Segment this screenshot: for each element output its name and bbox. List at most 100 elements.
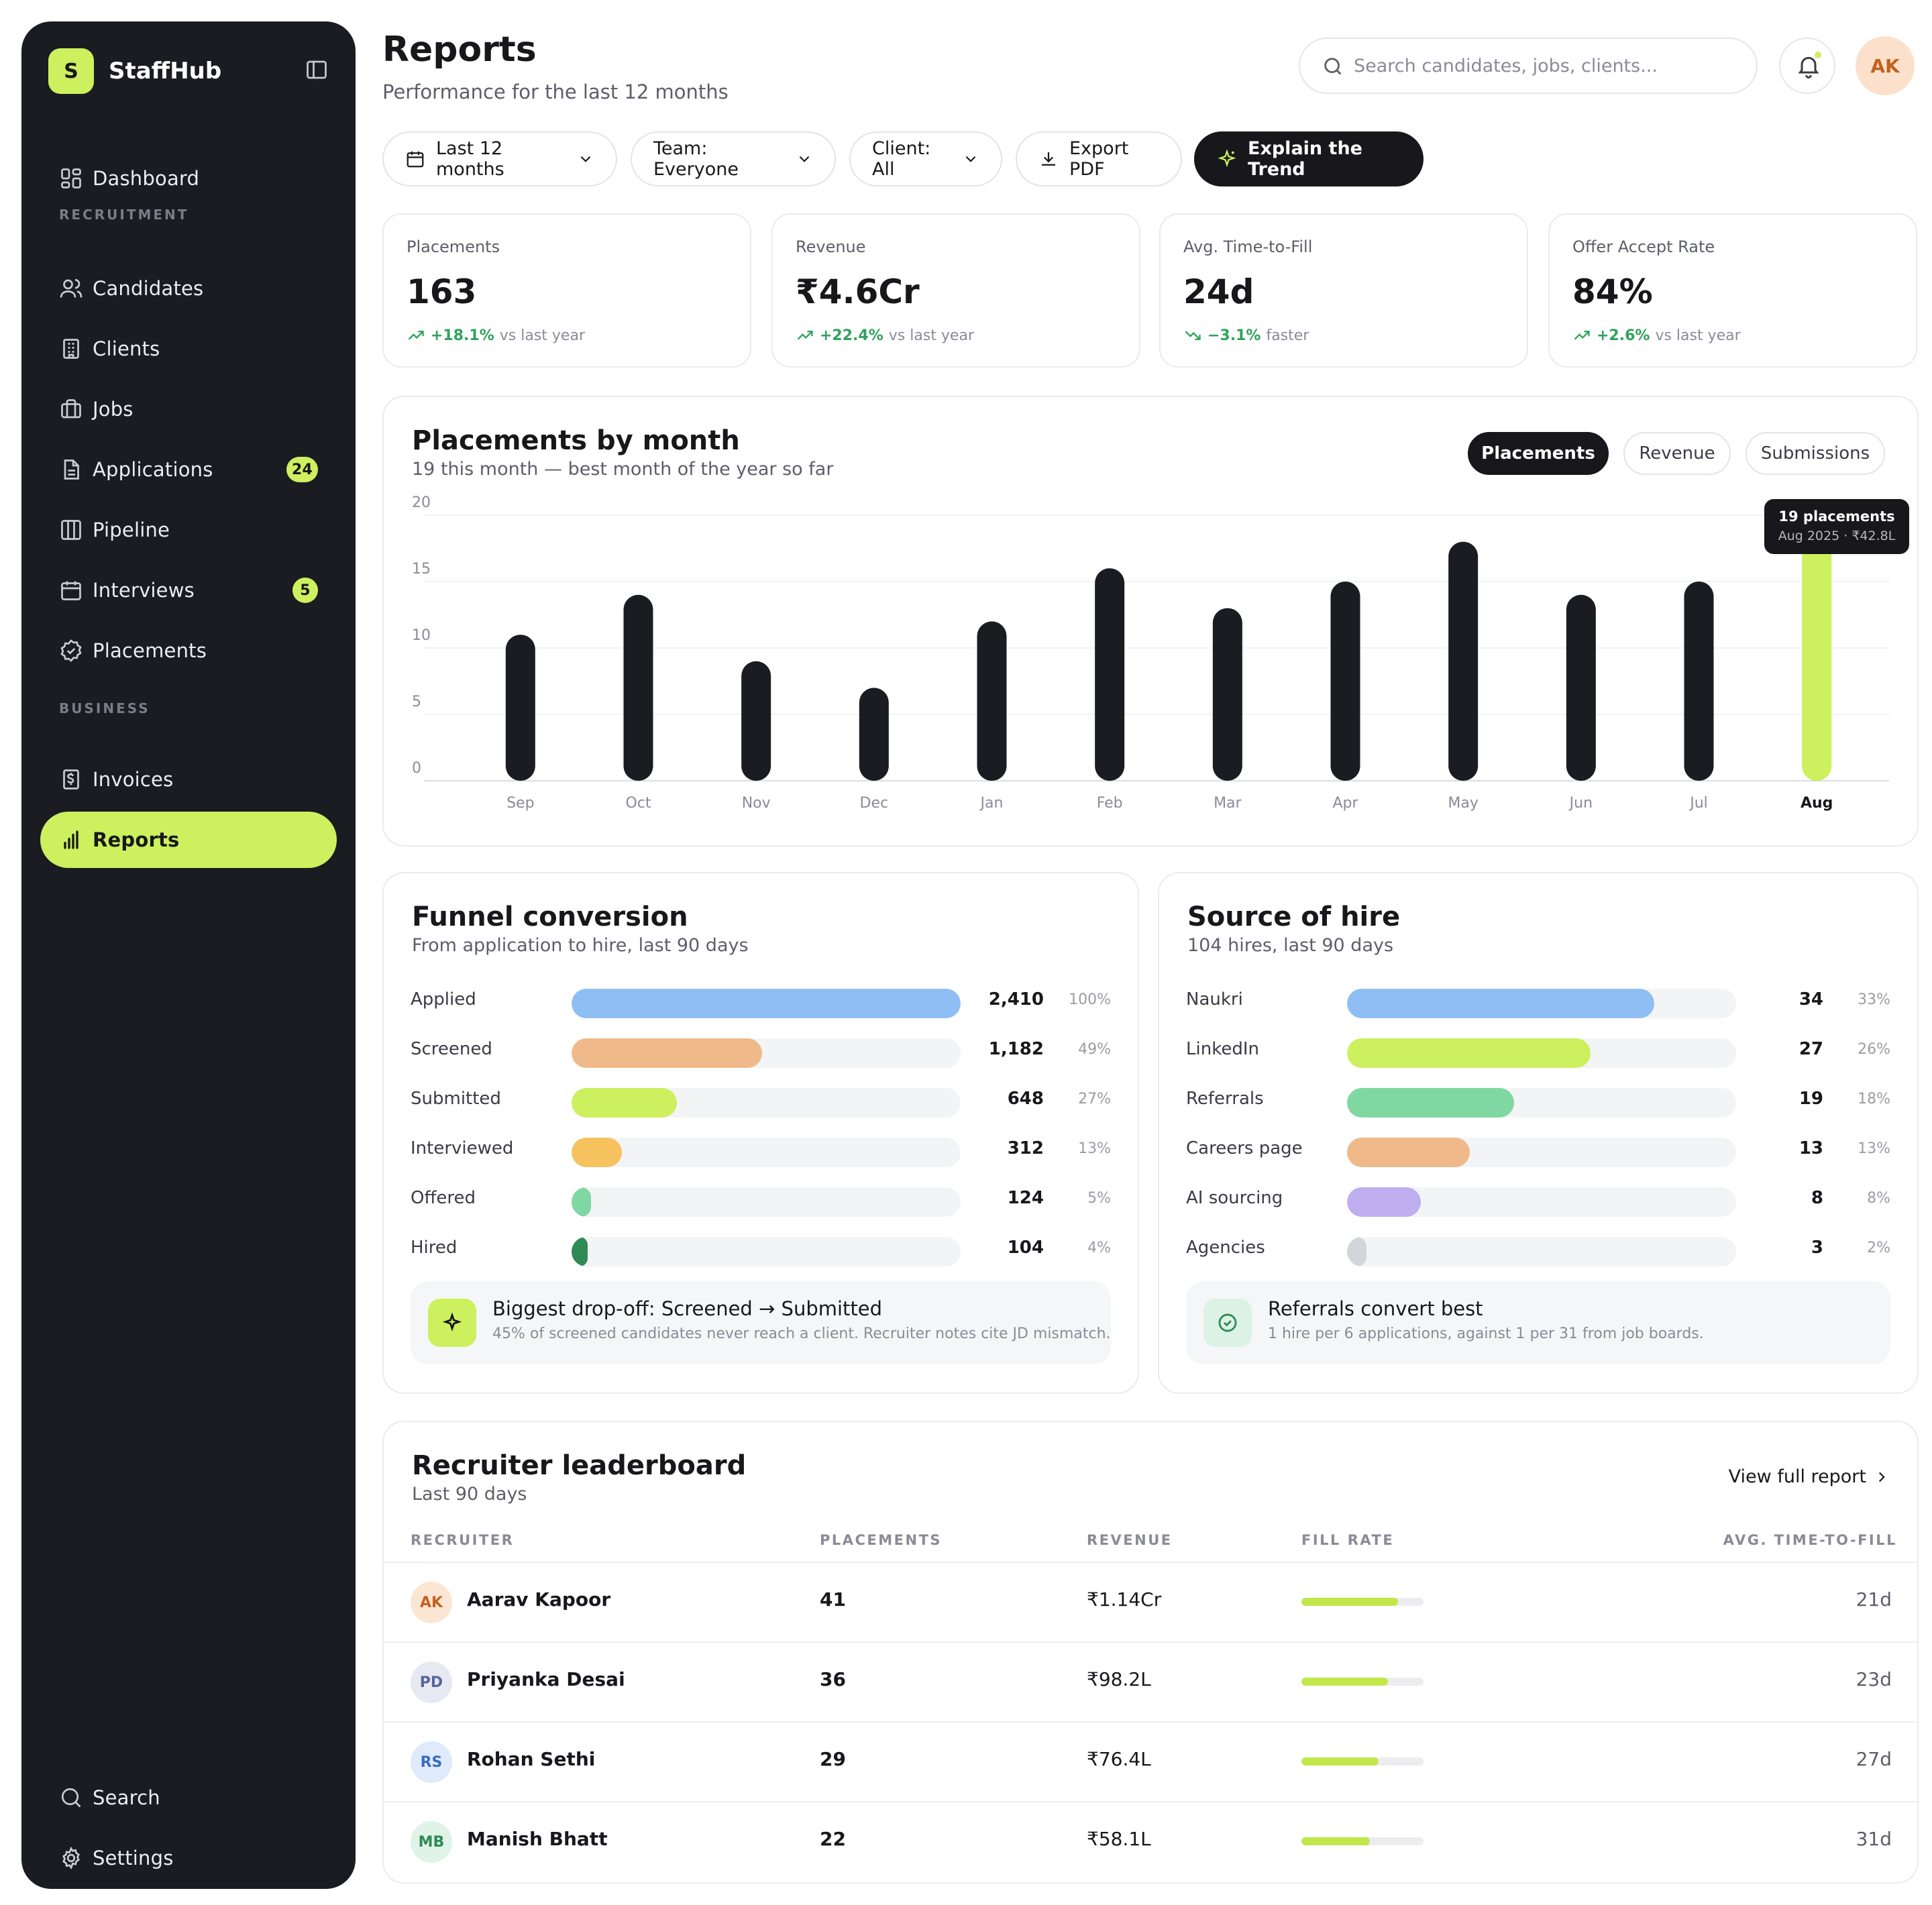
time-to-fill-value: 21d xyxy=(1856,1588,1892,1611)
sidebar-item-reports[interactable]: Reports xyxy=(40,812,337,868)
source-of-hire-card: Source of hire 104 hires, last 90 days N… xyxy=(1158,872,1919,1394)
row-percent: 13% xyxy=(1078,1140,1111,1157)
sidebar-item-placements[interactable]: Placements xyxy=(40,622,337,679)
kpi-value: 163 xyxy=(407,272,477,311)
x-tick-label: Jul xyxy=(1688,795,1708,812)
bar-sep[interactable] xyxy=(505,635,535,781)
bar-oct[interactable] xyxy=(623,594,653,781)
export-pdf-button[interactable]: Export PDF xyxy=(1016,131,1182,186)
trend-up-icon xyxy=(797,331,813,340)
row-count: 19 xyxy=(1799,1089,1823,1109)
sidebar: S StaffHub Dashboard RECRUITMENT Candida… xyxy=(21,21,356,1889)
funnel-card: Funnel conversion From application to hi… xyxy=(382,872,1139,1394)
view-full-report-link[interactable]: View full report xyxy=(1729,1466,1890,1487)
bar-jul[interactable] xyxy=(1684,582,1714,781)
link-label: View full report xyxy=(1728,1466,1866,1487)
recruiter-name: Aarav Kapoor xyxy=(467,1588,611,1611)
brand-logo: S xyxy=(48,48,94,94)
sidebar-item-invoices[interactable]: Invoices xyxy=(40,751,337,808)
bar-jun[interactable] xyxy=(1566,594,1596,781)
tab-revenue[interactable]: Revenue xyxy=(1623,432,1731,475)
time-to-fill-value: 23d xyxy=(1856,1668,1892,1690)
time-to-fill-value: 31d xyxy=(1856,1828,1892,1850)
bar-track xyxy=(572,1088,961,1118)
bar-nov[interactable] xyxy=(741,661,771,781)
period-filter-dropdown[interactable]: Last 12 months xyxy=(382,131,617,186)
bar-dec[interactable] xyxy=(859,688,889,781)
row-label: Applied xyxy=(411,989,476,1010)
card-title: Source of hire xyxy=(1187,902,1401,932)
section-label-business: BUSINESS xyxy=(59,700,150,716)
y-tick-label: 0 xyxy=(412,760,421,777)
sidebar-item-label: Placements xyxy=(93,639,207,662)
sidebar-item-interviews[interactable]: Interviews 5 xyxy=(40,562,337,618)
sidebar-item-candidates[interactable]: Candidates xyxy=(40,260,337,317)
sidebar-item-settings[interactable]: Settings xyxy=(40,1830,337,1886)
fill-rate-bar xyxy=(1301,1757,1424,1765)
kpi-delta: +18.1% vs last year xyxy=(407,326,727,345)
bar-track xyxy=(572,1237,961,1266)
card-title: Funnel conversion xyxy=(412,902,688,932)
bar-apr[interactable] xyxy=(1330,582,1360,781)
applications-count-badge: 24 xyxy=(286,457,318,482)
row-percent: 8% xyxy=(1867,1189,1890,1207)
x-tick-label: May xyxy=(1448,795,1478,812)
table-row[interactable]: AK Aarav Kapoor 41 ₹1.14Cr 21d xyxy=(382,1562,1919,1641)
page-subtitle: Performance for the last 12 months xyxy=(382,80,729,103)
y-tick-label: 15 xyxy=(412,561,431,578)
calendar-icon xyxy=(61,581,81,600)
sidebar-item-label: Settings xyxy=(93,1847,174,1869)
user-avatar[interactable]: AK xyxy=(1856,36,1915,95)
column-header-revenue: REVENUE xyxy=(1087,1532,1173,1548)
source-row: LinkedIn 27 26% xyxy=(1186,1034,1890,1068)
sidebar-item-pipeline[interactable]: Pipeline xyxy=(40,502,337,558)
table-row[interactable]: RS Rohan Sethi 29 ₹76.4L 27d xyxy=(382,1721,1919,1800)
funnel-row: Offered 124 5% xyxy=(411,1183,1111,1217)
explain-trend-button[interactable]: Explain the Trend xyxy=(1194,131,1424,186)
tab-placements[interactable]: Placements xyxy=(1468,432,1609,475)
download-icon xyxy=(1042,152,1055,166)
sidebar-item-dashboard[interactable]: Dashboard xyxy=(40,150,337,207)
sidebar-item-jobs[interactable]: Jobs xyxy=(40,381,337,437)
bar-track xyxy=(572,1138,961,1167)
client-filter-dropdown[interactable]: Client: All xyxy=(849,131,1002,186)
sidebar-toggle-icon[interactable] xyxy=(305,58,329,82)
sidebar-item-search[interactable]: Search xyxy=(40,1770,337,1826)
interviews-count-badge: 5 xyxy=(292,578,318,603)
bar-mar[interactable] xyxy=(1212,608,1242,781)
row-count: 27 xyxy=(1799,1039,1823,1059)
brand[interactable]: S StaffHub xyxy=(48,48,221,94)
insight-badge xyxy=(428,1299,476,1347)
table-row[interactable]: MB Manish Bhatt 22 ₹58.1L 31d xyxy=(382,1801,1919,1880)
leaderboard-card: Recruiter leaderboard Last 90 days View … xyxy=(382,1421,1919,1884)
row-percent: 18% xyxy=(1858,1090,1890,1107)
x-tick-label: Sep xyxy=(506,795,534,812)
team-filter-dropdown[interactable]: Team: Everyone xyxy=(631,131,836,186)
kpi-card-placements: Placements 163 +18.1% vs last year xyxy=(382,213,751,368)
funnel-row: Submitted 648 27% xyxy=(411,1084,1111,1118)
bar-track xyxy=(572,1187,961,1217)
row-count: 13 xyxy=(1799,1138,1823,1158)
recruiter-name: Manish Bhatt xyxy=(467,1828,608,1850)
bar-jan[interactable] xyxy=(977,621,1007,781)
kpi-label: Offer Accept Rate xyxy=(1572,237,1715,256)
bar-fill xyxy=(572,1237,588,1266)
global-search-input[interactable]: Search candidates, jobs, clients... xyxy=(1299,38,1758,94)
kpi-delta-value: +2.6% xyxy=(1597,327,1650,344)
bar-aug[interactable] xyxy=(1802,528,1832,781)
row-count: 34 xyxy=(1799,989,1823,1010)
columns-icon xyxy=(61,520,81,540)
row-label: Agencies xyxy=(1186,1238,1265,1258)
bar-feb[interactable] xyxy=(1095,568,1125,781)
bar-fill xyxy=(572,1138,623,1167)
notifications-button[interactable] xyxy=(1779,38,1835,94)
revenue-value: ₹58.1L xyxy=(1087,1828,1151,1850)
card-subtitle: 19 this month — best month of the year s… xyxy=(412,459,834,480)
x-tick-label: Dec xyxy=(860,795,889,812)
sidebar-item-clients[interactable]: Clients xyxy=(40,321,337,377)
bar-may[interactable] xyxy=(1448,541,1479,781)
sidebar-item-applications[interactable]: Applications 24 xyxy=(40,441,337,498)
table-row[interactable]: PD Priyanka Desai 36 ₹98.2L 23d xyxy=(382,1641,1919,1721)
tab-submissions[interactable]: Submissions xyxy=(1746,432,1885,475)
row-count: 104 xyxy=(1007,1238,1044,1258)
